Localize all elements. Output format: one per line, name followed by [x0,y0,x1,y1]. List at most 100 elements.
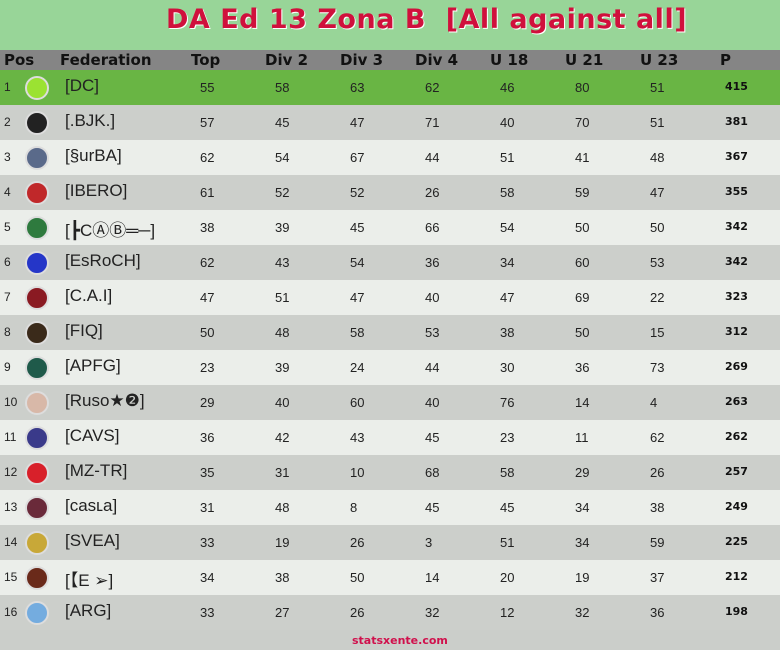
points-cell: 323 [725,290,748,303]
score-cell: 23 [500,430,515,445]
score-cell: 33 [200,605,215,620]
score-cell: 59 [650,535,665,550]
federation-name[interactable]: [CAVS] [65,426,120,445]
column-header[interactable]: Div 3 [340,51,384,69]
score-cell: 52 [350,185,365,200]
column-header[interactable]: Div 4 [415,51,459,69]
column-header[interactable]: Federation [60,51,152,69]
federation-logo-icon [25,251,49,275]
score-cell: 51 [650,115,665,130]
score-cell: 55 [200,80,215,95]
score-cell: 51 [275,290,290,305]
score-cell: 40 [425,290,440,305]
federation-name[interactable]: [.BJK.] [65,111,116,130]
score-cell: 76 [500,395,515,410]
score-cell: 73 [650,360,665,375]
score-cell: 23 [200,360,215,375]
score-cell: 47 [350,115,365,130]
score-cell: 35 [200,465,215,480]
score-cell: 50 [650,220,665,235]
title-bar [0,0,780,50]
score-cell: 26 [350,605,365,620]
table-row: 5 [┣CⒶⒷ═─] 38 39 45 66 54 50 50 342 [0,210,780,245]
score-cell: 62 [425,80,440,95]
position: 11 [4,430,17,444]
score-cell: 3 [425,535,433,550]
federation-name[interactable]: [EsRoCH] [65,251,141,270]
federation-name[interactable]: [FIQ] [65,321,103,340]
federation-name[interactable]: [┣CⒶⒷ═─] [65,221,156,240]
score-cell: 47 [350,290,365,305]
score-cell: 32 [425,605,440,620]
column-header[interactable]: U 23 [640,51,679,69]
score-cell: 36 [200,430,215,445]
score-cell: 50 [200,325,215,340]
score-cell: 20 [500,570,515,585]
federation-name[interactable]: [APFG] [65,356,121,375]
position: 16 [4,605,18,619]
score-cell: 42 [275,430,290,445]
score-cell: 45 [275,115,290,130]
score-cell: 26 [350,535,365,550]
score-cell: 29 [200,395,215,410]
score-cell: 60 [575,255,590,270]
score-cell: 24 [350,360,365,375]
column-header[interactable]: Top [191,51,221,69]
score-cell: 59 [575,185,590,200]
score-cell: 34 [575,500,590,515]
federation-name[interactable]: [Ruso★❷] [65,391,145,410]
page-title: DA Ed 13 Zona B [All against all] [166,4,688,35]
score-cell: 52 [275,185,290,200]
column-header[interactable]: U 21 [565,51,604,69]
score-cell: 10 [350,465,365,480]
federation-name[interactable]: [SVEA] [65,531,120,550]
score-cell: 12 [500,605,515,620]
federation-name[interactable]: [DC] [65,76,99,95]
column-header[interactable]: Pos [4,51,35,69]
points-cell: 262 [725,430,748,443]
score-cell: 62 [650,430,665,445]
table-row: 6 [EsRoCH] 62 43 54 36 34 60 53 342 [0,245,780,280]
score-cell: 48 [275,500,290,515]
federation-name[interactable]: [【E ➢] [65,571,114,590]
score-cell: 40 [500,115,515,130]
score-cell: 50 [575,325,590,340]
federation-logo-icon [25,286,49,310]
score-cell: 58 [500,185,515,200]
score-cell: 44 [425,360,440,375]
federation-name[interactable]: [casʟa] [65,496,118,515]
federation-name[interactable]: [§urBA] [65,146,122,165]
federation-name[interactable]: [ARG] [65,601,112,620]
score-cell: 47 [650,185,665,200]
points-cell: 269 [725,360,748,373]
column-header[interactable]: U 18 [490,51,529,69]
federation-logo-icon [25,601,49,625]
points-cell: 381 [725,115,748,128]
federation-name[interactable]: [MZ-TR] [65,461,128,480]
federation-name[interactable]: [IBERO] [65,181,128,200]
score-cell: 45 [350,220,365,235]
score-cell: 69 [575,290,590,305]
score-cell: 11 [575,430,589,445]
score-cell: 38 [500,325,515,340]
column-header[interactable]: Div 2 [265,51,309,69]
score-cell: 60 [350,395,365,410]
score-cell: 50 [350,570,365,585]
federation-logo-icon [25,496,49,520]
footer-link[interactable]: statsxente.com [352,634,448,647]
score-cell: 34 [500,255,515,270]
score-cell: 51 [650,80,665,95]
federation-logo-icon [25,566,49,590]
score-cell: 40 [275,395,290,410]
federation-name[interactable]: [C.A.I] [65,286,113,305]
column-header[interactable]: P [720,51,731,69]
score-cell: 54 [275,150,290,165]
score-cell: 37 [650,570,665,585]
score-cell: 71 [425,115,440,130]
federation-logo-icon [25,216,49,240]
table-row: 7 [C.A.I] 47 51 47 40 47 69 22 323 [0,280,780,315]
table-row: 3 [§urBA] 62 54 67 44 51 41 48 367 [0,140,780,175]
table-row: 16 [ARG] 33 27 26 32 12 32 36 198 [0,595,780,630]
position: 1 [4,80,11,94]
score-cell: 58 [350,325,365,340]
